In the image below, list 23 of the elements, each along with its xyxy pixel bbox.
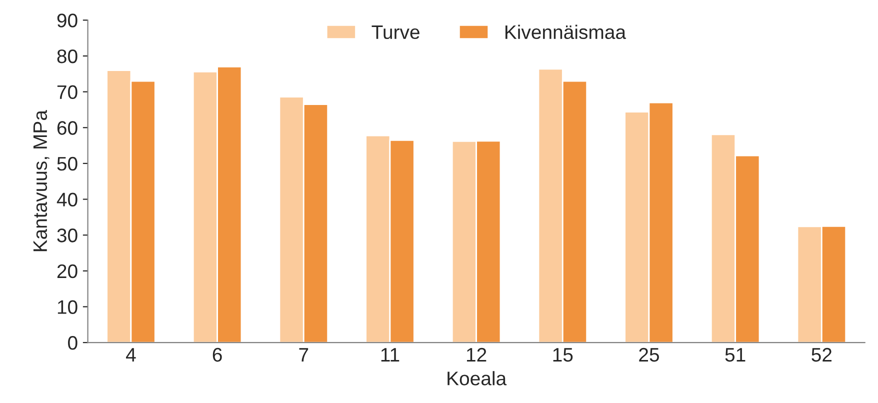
x-tick-label: 52 bbox=[812, 348, 832, 362]
y-tick-label: 80 bbox=[57, 49, 78, 64]
legend-label: Turve bbox=[372, 25, 420, 40]
y-tick-label: 70 bbox=[57, 85, 78, 100]
x-tick-label: 15 bbox=[553, 348, 573, 362]
y-tick-label: 90 bbox=[57, 14, 78, 28]
x-tick-label: 6 bbox=[212, 348, 222, 362]
x-tick-label: 51 bbox=[725, 348, 746, 362]
x-tick-label: 11 bbox=[381, 348, 400, 362]
x-tick-label: 12 bbox=[466, 348, 486, 362]
x-tick-label: 25 bbox=[639, 348, 659, 362]
y-tick-label: 60 bbox=[57, 121, 78, 135]
y-tick-label: 40 bbox=[56, 192, 78, 206]
y-tick-label: 50 bbox=[57, 156, 78, 171]
x-tick-label: 4 bbox=[126, 348, 136, 362]
x-tick-label: 7 bbox=[299, 348, 308, 362]
y-axis-title: Kantavuus, MPa bbox=[33, 110, 50, 252]
x-axis-title: Koeala bbox=[448, 371, 507, 386]
y-tick-label: 10 bbox=[58, 300, 78, 314]
y-tick-label: 20 bbox=[57, 264, 78, 278]
legend-label: Kivennäismaa bbox=[505, 24, 626, 40]
y-tick-label: 0 bbox=[68, 336, 78, 350]
y-tick-label: 30 bbox=[57, 228, 78, 242]
